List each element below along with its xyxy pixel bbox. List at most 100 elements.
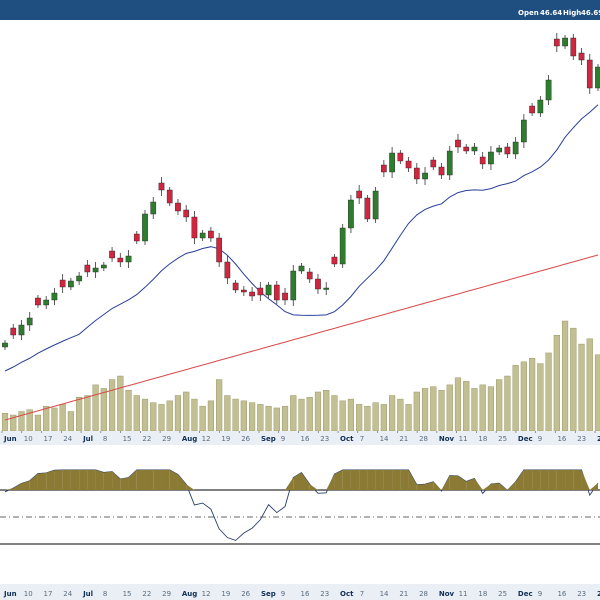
candle-body [430, 159, 437, 168]
high-value: 46.69 [581, 9, 600, 17]
volume-bar [331, 395, 338, 432]
volume-bar [43, 405, 50, 432]
volume-bars [1, 320, 600, 432]
oscillator-overbought-fill [145, 470, 154, 490]
volume-bar [438, 389, 445, 432]
oscillator-overbought-fill [21, 480, 30, 490]
oscillator-overbought-fill [46, 470, 55, 490]
volume-bar [553, 334, 560, 432]
volume-bar [257, 404, 264, 432]
oscillator-overbought-fill [474, 478, 483, 490]
x-tick-label: 7 [360, 590, 364, 598]
open-label: Open [518, 9, 539, 17]
volume-bar [586, 338, 593, 432]
candle-body [323, 287, 330, 290]
candle-body [51, 292, 58, 301]
x-tick-label: 16 [301, 435, 310, 443]
volume-bar [100, 388, 107, 432]
oscillator-overbought-fill [400, 470, 409, 490]
volume-bar [413, 391, 420, 432]
oscillator-overbought-fill [565, 470, 574, 490]
x-tick-label: 12 [202, 590, 211, 598]
volume-bar [372, 402, 379, 432]
oscillator-overbought-fill [532, 470, 541, 490]
candle-body [191, 216, 198, 239]
oscillator-overbought-fill [466, 478, 475, 490]
candle-body [183, 209, 190, 218]
oscillator-overbought-fill [5, 488, 14, 490]
oscillator-overbought-fill [95, 470, 104, 490]
volume-bar [59, 404, 66, 432]
x-tick-label: Sep [261, 435, 276, 443]
candlesticks [2, 33, 600, 350]
candle-body [455, 139, 461, 148]
volume-bar [191, 398, 198, 432]
oscillator-panel [0, 445, 600, 584]
oscillator-overbought-fill [79, 470, 88, 490]
x-tick-label: 17 [44, 590, 53, 598]
x-tick-label: Jun [3, 590, 17, 598]
volume-bar [520, 361, 527, 432]
x-tick-label: 14 [380, 435, 389, 443]
oscillator-overbought-fill [375, 470, 384, 490]
candle-body [578, 52, 585, 61]
volume-bar [199, 405, 206, 432]
oscillator-overbought-fill [441, 475, 450, 490]
candle-body [208, 230, 214, 239]
x-axis-band-bottom [0, 584, 600, 600]
candle-body [512, 141, 519, 155]
volume-bar [249, 402, 256, 432]
oscillator-overbought-fill [293, 472, 302, 490]
oscillator-overbought-fill [573, 470, 582, 490]
x-tick-label: 25 [498, 590, 507, 598]
x-tick-label: 29 [162, 435, 171, 443]
x-tick-label: 15 [123, 590, 132, 598]
x-tick-label: 8 [103, 590, 107, 598]
volume-bar [92, 384, 99, 432]
oscillator-overbought-fill [54, 470, 63, 490]
x-tick-label: Jul [82, 435, 93, 443]
x-tick-label: 17 [44, 435, 53, 443]
candle-body [18, 324, 25, 336]
x-tick-label: Nov [439, 590, 455, 598]
volume-bar [471, 388, 478, 432]
candle-body [76, 275, 82, 282]
candle-body [2, 342, 8, 348]
candle-body [298, 265, 305, 272]
volume-bar [570, 327, 577, 432]
candle-body [43, 299, 50, 306]
candle-body [356, 190, 362, 199]
volume-bar [537, 363, 544, 432]
candle-body [84, 264, 91, 273]
candle-body [595, 66, 600, 89]
x-tick-label: 21 [399, 435, 408, 443]
candle-body [224, 261, 231, 279]
volume-bar [529, 358, 536, 432]
volume-bar [389, 395, 396, 432]
candle-body [422, 172, 428, 180]
volume-bar [314, 391, 322, 432]
volume-bar [306, 397, 313, 432]
candle-body [158, 182, 165, 191]
candle-body [372, 190, 379, 220]
x-tick-label: 19 [221, 590, 230, 598]
candle-body [504, 146, 511, 155]
volume-bar [578, 343, 585, 432]
oscillator-overbought-fill [103, 471, 113, 490]
oscillator-overbought-fill [523, 470, 533, 490]
x-tick-label: Aug [182, 435, 197, 443]
x-tick-label: Dec [518, 435, 533, 443]
volume-bar [446, 384, 453, 432]
candle-body [488, 151, 494, 165]
x-tick-label: 10 [24, 590, 33, 598]
ma-short-line [4, 104, 599, 372]
oscillator-overbought-fill [153, 470, 162, 490]
oscillator-overbought-fill [128, 470, 137, 490]
x-tick-label: 11 [459, 590, 468, 598]
x-tick-label: Oct [340, 435, 354, 443]
candle-body [26, 317, 33, 326]
oscillator-overbought-fill [416, 484, 426, 490]
oscillator-overbought-fill [556, 470, 566, 490]
x-tick-label: 23 [577, 435, 586, 443]
oscillator-overbought-fill [499, 483, 508, 490]
